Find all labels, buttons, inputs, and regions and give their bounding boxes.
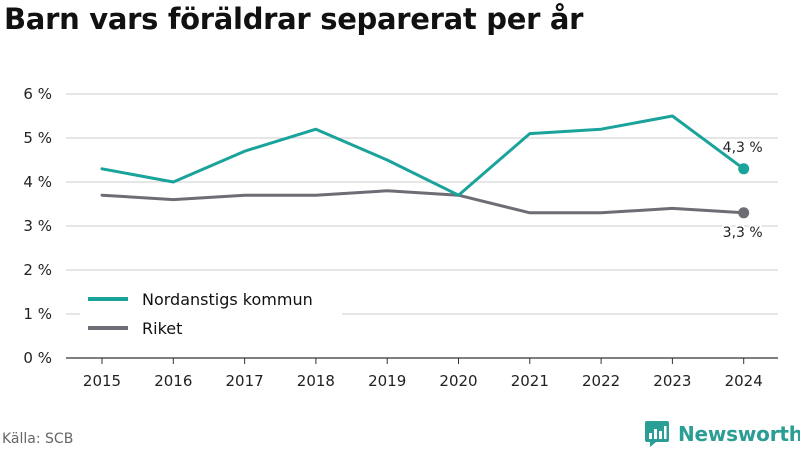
line-chart: 2015 2016 2017 2018 2019 2020 2021 2022 2023 2024… <box>23 85 778 390</box>
x-tick-label: 2024 <box>725 372 763 390</box>
x-tick-label: 2015 <box>83 372 121 390</box>
y-axis-tick-labels: 0 % 1 % 2 % 3 % 4 % 5 % 6 % <box>23 85 52 367</box>
x-tick-label: 2020 <box>439 372 477 390</box>
series-line <box>100 114 746 197</box>
y-tick-label: 2 % <box>23 261 52 279</box>
end-point <box>738 163 750 175</box>
brand-name: Newsworthy <box>678 422 800 446</box>
legend-background <box>80 282 342 344</box>
end-point <box>738 207 750 219</box>
y-tick-label: 6 % <box>23 85 52 103</box>
y-tick-label: 3 % <box>23 217 52 235</box>
x-tick-label: 2016 <box>154 372 192 390</box>
y-tick-label: 4 % <box>23 173 52 191</box>
end-label: 4,3 % <box>723 140 763 156</box>
y-tick-label: 0 % <box>23 349 52 367</box>
x-tick-label: 2019 <box>368 372 406 390</box>
x-tick-label: 2021 <box>511 372 549 390</box>
brand-logo: Newsworthy <box>644 420 800 448</box>
chart-title: Barn vars föräldrar separerat per år <box>4 2 584 36</box>
y-tick-label: 1 % <box>23 305 52 323</box>
legend-label: Nordanstigs kommun <box>142 290 313 309</box>
x-axis: 2015 2016 2017 2018 2019 2020 2021 2022 2023 2024 <box>83 358 763 390</box>
source-note: Källa: SCB <box>2 431 74 447</box>
newsworthy-logo-icon <box>645 421 669 447</box>
end-label: 3,3 % <box>723 225 763 241</box>
series-line <box>100 189 746 215</box>
legend: Nordanstigs kommun Riket <box>80 282 342 344</box>
end-label-halo: 3,3 % <box>723 225 763 241</box>
series-lines <box>100 114 750 219</box>
end-labels: 4,3 %4,3 %3,3 %3,3 % <box>721 138 765 243</box>
end-label-halo: 4,3 % <box>723 140 763 156</box>
x-tick-label: 2017 <box>226 372 264 390</box>
x-tick-label: 2018 <box>297 372 335 390</box>
x-tick-label: 2023 <box>653 372 691 390</box>
legend-label: Riket <box>142 319 182 338</box>
x-tick-label: 2022 <box>582 372 620 390</box>
y-tick-label: 5 % <box>23 129 52 147</box>
